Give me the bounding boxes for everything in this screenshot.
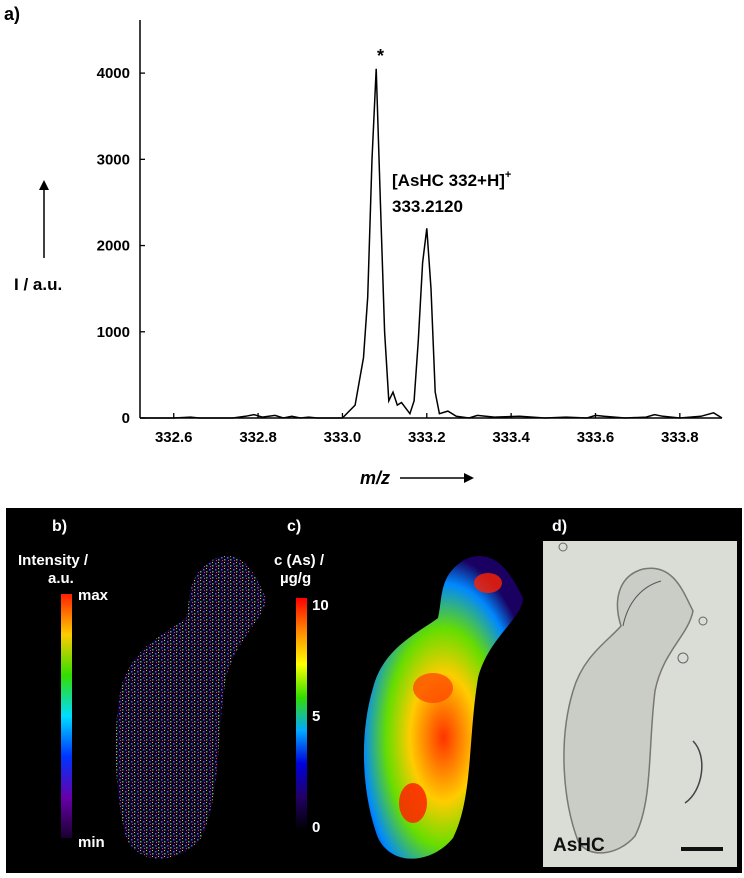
panel-c-label: c) — [287, 518, 302, 535]
panel-d-caption: AsHC — [553, 835, 605, 856]
panel-d-label: d) — [552, 518, 568, 535]
x-tick-label: 333.2 — [408, 429, 446, 446]
x-tick-label: 332.8 — [239, 429, 277, 446]
panel-b-title-2: a.u. — [48, 570, 74, 587]
y-tick-label: 4000 — [97, 65, 130, 82]
x-tick-label: 333.4 — [492, 429, 530, 446]
colorbar-tick-0: 0 — [312, 819, 321, 836]
intensity-colorbar — [61, 594, 72, 838]
y-arrow-head — [39, 180, 49, 190]
x-axis-label: m/z — [360, 468, 390, 488]
peak-annotation-mass: 333.2120 — [392, 197, 463, 216]
y-tick-label: 0 — [122, 410, 130, 427]
colorbar-min-label: min — [78, 834, 105, 851]
peak-asterisk: * — [377, 46, 384, 66]
scale-bar — [681, 847, 723, 851]
la-icpms-concentration-image — [363, 556, 523, 859]
peak-annotation-formula: [AsHC 332+H]+ — [392, 169, 511, 190]
annotation-sup: + — [505, 169, 511, 181]
x-tick-label: 332.6 — [155, 429, 193, 446]
colorbar-tick-10: 10 — [312, 597, 329, 614]
x-tick-label: 333.6 — [577, 429, 615, 446]
optical-microscope-photo: AsHC — [543, 541, 737, 867]
x-tick-label: 333.0 — [324, 429, 362, 446]
y-axis-label: I / a.u. — [14, 275, 62, 294]
panel-a-label: a) — [4, 4, 21, 24]
panel-c-title-1: c (As) / — [274, 552, 325, 569]
spectrum-series-line — [140, 68, 723, 419]
colorbar-max-label: max — [78, 587, 109, 604]
tick-group: 332.6 332.8 333.0 333.2 333.4 333.6 333.8 0 1000… — [97, 65, 699, 446]
panel-b-label: b) — [52, 518, 68, 535]
tissue-section-drawing — [558, 542, 708, 854]
mass-spectrum-chart: 332.6 332.8 333.0 333.2 333.4 333.6 333.8 0 1000… — [14, 20, 723, 488]
panel-b-title-1: Intensity / — [18, 552, 89, 569]
panel-c-title-2: µg/g — [280, 570, 312, 587]
chart-axes — [139, 20, 722, 419]
y-tick-label: 2000 — [97, 238, 130, 255]
concentration-colorbar — [296, 598, 307, 830]
x-arrow-head — [464, 473, 474, 483]
colorbar-tick-5: 5 — [312, 708, 321, 725]
y-tick-label: 3000 — [97, 151, 130, 168]
msi-intensity-image — [115, 556, 266, 859]
x-tick-label: 333.8 — [661, 429, 699, 446]
annotation-main: [AsHC 332+H] — [392, 171, 505, 190]
y-tick-label: 1000 — [97, 324, 130, 341]
